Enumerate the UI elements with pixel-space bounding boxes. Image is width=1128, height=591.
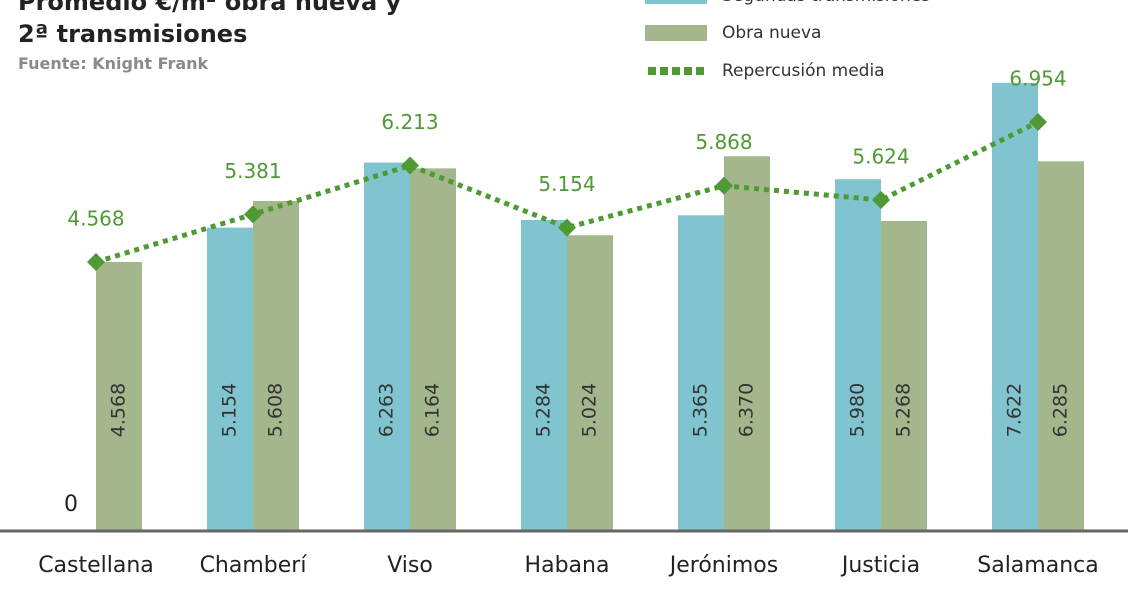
chart-subtitle: Fuente: Knight Frank [18, 54, 209, 73]
bar [364, 162, 410, 530]
bar-value-label: 5.608 [265, 383, 287, 437]
legend-swatch [645, 0, 707, 4]
x-tick-label: Jerónimos [668, 553, 778, 578]
bar-value-label: 4.568 [108, 383, 130, 437]
bar [567, 235, 613, 530]
line-marker [87, 253, 105, 272]
legend-swatch [645, 25, 707, 41]
line-value-label: 5.154 [538, 172, 595, 196]
line-value-label: 5.381 [224, 159, 281, 183]
x-tick-label: Salamanca [977, 553, 1098, 578]
line-value-label: 6.954 [1009, 67, 1066, 91]
line-value-label: 5.868 [695, 130, 752, 154]
bar [724, 156, 770, 530]
bar [521, 220, 567, 530]
bar-value-label: 5.284 [533, 383, 555, 437]
bar-value-label: 6.285 [1050, 383, 1072, 437]
x-tick-label: Chamberí [200, 553, 308, 578]
bar-value-label: 6.164 [422, 383, 444, 437]
bar [96, 262, 142, 530]
chart-title: Promedio €/m² obra nueva y 2ª transmisio… [18, 0, 402, 48]
line-marker [1029, 113, 1047, 132]
x-tick-label: Viso [387, 553, 433, 578]
y-tick-label: 0 [64, 492, 78, 517]
line-marker [401, 156, 419, 175]
bar-value-label: 5.024 [579, 383, 601, 437]
line-marker [558, 218, 576, 237]
line-value-label: 4.568 [67, 207, 124, 231]
line-marker [872, 191, 890, 210]
x-tick-label: Castellana [38, 553, 154, 578]
bar [835, 179, 881, 530]
line-value-label: 6.213 [381, 110, 438, 134]
bar-value-label: 5.154 [219, 383, 241, 437]
bar [992, 82, 1038, 531]
bar-value-label: 5.268 [893, 383, 915, 437]
bar [1038, 161, 1084, 530]
bar [253, 200, 299, 531]
bar-value-label: 5.980 [847, 383, 869, 437]
legend-label: Repercusión media [722, 61, 885, 81]
x-tick-label: Justicia [840, 553, 920, 578]
bar-value-label: 6.263 [376, 383, 398, 437]
bar [410, 168, 456, 530]
bar [207, 227, 253, 530]
x-tick-label: Habana [525, 553, 610, 578]
line-marker [244, 205, 262, 224]
line-value-label: 5.624 [852, 145, 909, 169]
bar-value-label: 5.365 [690, 383, 712, 437]
legend-label: Obra nueva [722, 23, 821, 43]
bar-value-label: 6.370 [736, 383, 758, 437]
legend-label: Segundas transmisiones [722, 0, 930, 6]
bar [881, 220, 927, 530]
line-marker [715, 176, 733, 195]
bar [678, 215, 724, 530]
bar-value-label: 7.622 [1004, 383, 1026, 437]
